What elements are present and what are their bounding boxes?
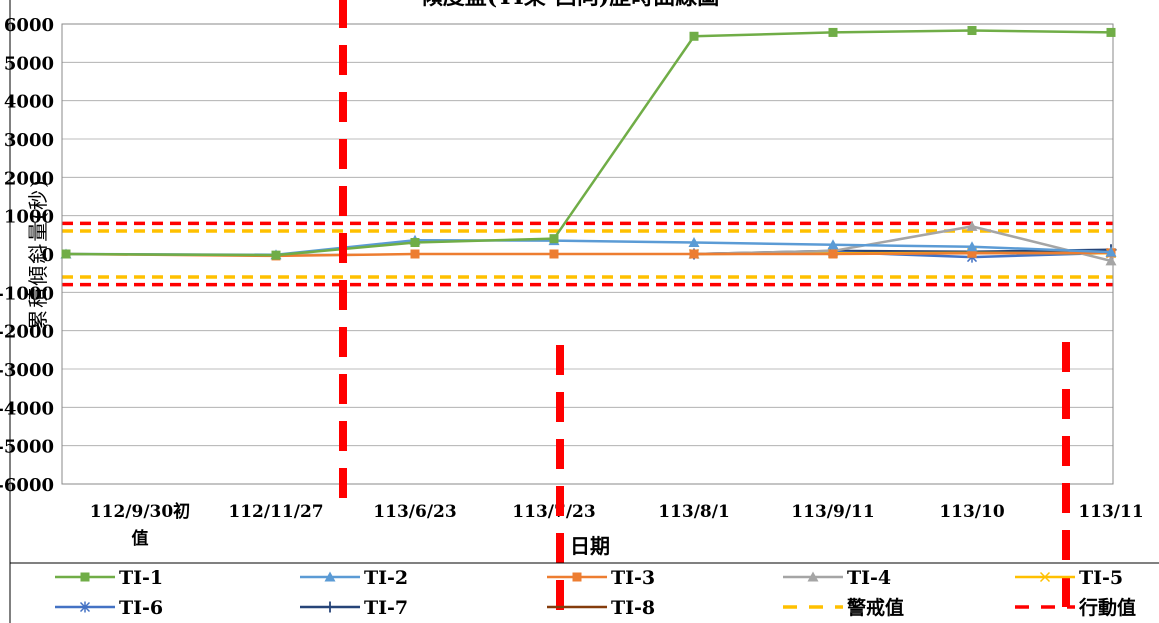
legend-label: 行動值 bbox=[1078, 596, 1136, 619]
legend-item: TI-6 bbox=[55, 597, 163, 619]
legend-label: TI-2 bbox=[364, 567, 408, 589]
legend-label: TI-5 bbox=[1079, 567, 1123, 589]
legend-label: TI-8 bbox=[611, 597, 655, 619]
data-point bbox=[1106, 27, 1116, 37]
series-line bbox=[693, 225, 1112, 263]
data-point bbox=[689, 249, 699, 259]
y-tick-label: -4000 bbox=[0, 398, 54, 419]
series-ti-1 bbox=[61, 26, 1116, 260]
x-tick-label: 113/6/23 bbox=[373, 502, 456, 522]
x-tick-label: 113/11 bbox=[1078, 502, 1143, 522]
data-point bbox=[966, 241, 978, 252]
series-line bbox=[65, 251, 1112, 258]
data-point bbox=[689, 31, 699, 41]
legend-label: 警戒值 bbox=[847, 596, 904, 619]
data-point bbox=[324, 571, 336, 582]
legend-item: 行動值 bbox=[1015, 596, 1136, 619]
y-tick-label: -5000 bbox=[0, 437, 54, 458]
data-point bbox=[61, 249, 71, 259]
x-tick-label: 113/10 bbox=[939, 502, 1005, 522]
legend-item: 警戒值 bbox=[783, 596, 904, 619]
data-point bbox=[549, 234, 559, 244]
x-axis-label: 日期 bbox=[570, 534, 610, 558]
data-point bbox=[79, 601, 91, 613]
y-tick-label: 1000 bbox=[4, 207, 54, 228]
data-point bbox=[1039, 571, 1051, 583]
y-tick-label: -3000 bbox=[0, 360, 54, 381]
x-tick-label: 113/9/11 bbox=[791, 502, 874, 522]
legend-label: TI-1 bbox=[119, 567, 163, 589]
y-tick-label: 3000 bbox=[4, 130, 54, 151]
y-tick-label: -6000 bbox=[0, 475, 54, 496]
y-axis-label: 累積傾斜量(秒) bbox=[26, 178, 50, 330]
data-point bbox=[807, 571, 819, 582]
legend-item: TI-5 bbox=[1015, 567, 1123, 589]
legend-item: TI-1 bbox=[55, 567, 163, 589]
series-line bbox=[65, 29, 1112, 257]
data-point bbox=[828, 249, 838, 259]
data-point bbox=[828, 27, 838, 37]
y-tick-labels: 6000 5000 4000 3000 2000 1000 0 -1000 -2000 -3000… bbox=[0, 15, 54, 496]
legend-item: TI-4 bbox=[783, 567, 891, 589]
data-point bbox=[410, 249, 420, 259]
legend-item: TI-8 bbox=[547, 597, 655, 619]
data-point bbox=[967, 248, 977, 258]
legend-label: TI-7 bbox=[364, 597, 408, 619]
chart-title: 傾度盤(TI東-西向)歷時曲線圖 bbox=[420, 0, 720, 10]
legend-label: TI-4 bbox=[847, 567, 891, 589]
data-point bbox=[572, 572, 582, 582]
y-tick-label: 2000 bbox=[4, 168, 54, 189]
data-point bbox=[967, 26, 977, 36]
threshold-lines bbox=[62, 221, 1113, 287]
data-point bbox=[827, 239, 839, 250]
y-tick-label: 5000 bbox=[4, 53, 54, 74]
legend-item: TI-2 bbox=[300, 567, 408, 589]
data-point bbox=[80, 572, 90, 582]
y-tick-label: 0 bbox=[41, 245, 54, 266]
y-tick-label: 6000 bbox=[4, 15, 54, 36]
y-tick-label: -2000 bbox=[0, 322, 54, 343]
y-tick-label: 4000 bbox=[4, 92, 54, 113]
legend: TI-1 TI-2 TI-3 TI-4 TI-5 TI-6 TI-7 TI-8 警戒值 行動值 bbox=[55, 567, 1136, 619]
data-point bbox=[1105, 246, 1117, 257]
data-point bbox=[324, 601, 336, 613]
legend-label: TI-3 bbox=[611, 567, 655, 589]
series-lines bbox=[60, 26, 1117, 266]
data-point bbox=[410, 238, 420, 247]
legend-item: TI-3 bbox=[547, 567, 655, 589]
x-tick-labels: 112/9/30初值 112/11/27 113/6/23 113/7/23 113/8… bbox=[90, 501, 1144, 549]
legend-label: TI-6 bbox=[119, 597, 163, 619]
event-dashed-lines bbox=[339, 0, 1070, 623]
data-point bbox=[1105, 255, 1117, 266]
data-point bbox=[966, 220, 978, 231]
x-tick-label: 113/8/1 bbox=[658, 502, 730, 522]
x-tick-label: 112/11/27 bbox=[228, 502, 323, 522]
x-tick-label: 112/9/30初值 bbox=[90, 501, 190, 549]
x-tick-label: 113/7/23 bbox=[512, 502, 595, 522]
data-point bbox=[688, 237, 700, 247]
y-tick-label: -1000 bbox=[0, 283, 54, 304]
data-point bbox=[549, 249, 559, 259]
legend-item: TI-7 bbox=[300, 597, 408, 619]
data-point bbox=[271, 250, 281, 260]
